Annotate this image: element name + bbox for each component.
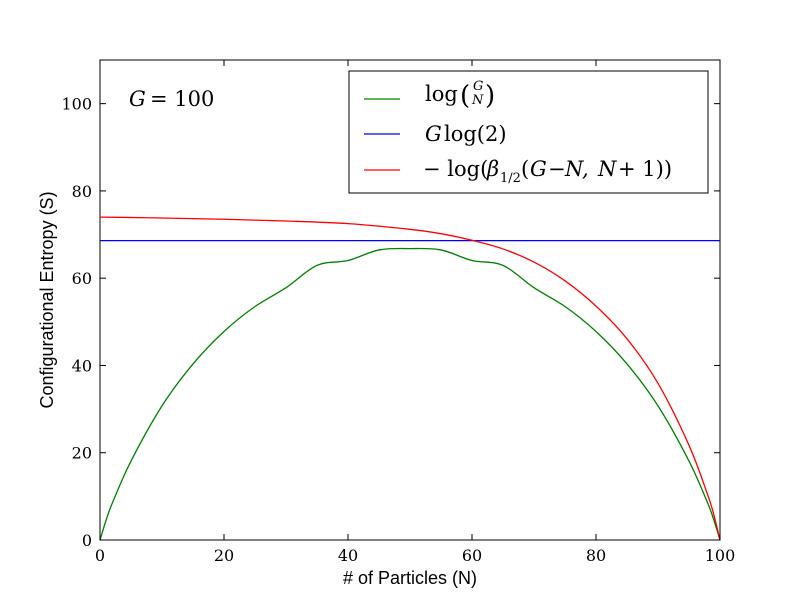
y-tick-label: 60 (72, 269, 92, 288)
y-tick-label: 80 (72, 182, 92, 201)
y-tick-label: 100 (61, 95, 92, 114)
svg-text:+ 1)): + 1)) (618, 157, 672, 181)
svg-text:N: N (597, 157, 617, 181)
y-axis-label: Configurational Entropy (S) (37, 191, 57, 408)
series-line-0 (99, 247, 721, 541)
svg-text:log(2): log(2) (444, 122, 507, 146)
svg-text:(: ( (521, 157, 529, 181)
svg-text:β: β (486, 157, 499, 181)
svg-text:G: G (473, 79, 483, 94)
svg-text:(: ( (460, 81, 470, 111)
svg-text:): ) (485, 81, 495, 111)
svg-text:G: G (425, 122, 442, 146)
y-tick-label: 40 (72, 356, 92, 375)
svg-text:1/2: 1/2 (500, 171, 521, 186)
svg-text:−: − (548, 157, 566, 181)
svg-text:N: N (471, 93, 484, 108)
svg-text:G: G (530, 157, 547, 181)
svg-text:log: log (425, 82, 458, 106)
svg-text:N,: N, (564, 157, 589, 181)
x-tick-label: 80 (586, 546, 606, 565)
annotation-g-100: G = 100 (129, 87, 214, 111)
legend-label-glog2: G log(2) (425, 122, 507, 146)
legend: log ( G N ) G log(2) − log( β 1/2 ( G − … (348, 70, 709, 194)
x-tick-label: 40 (338, 546, 358, 565)
legend-label-beta: − log( β 1/2 ( G − N, N + 1)) (423, 157, 672, 186)
x-tick-label: 100 (705, 546, 736, 565)
x-tick-label: 60 (462, 546, 482, 565)
legend-label-binomial: log ( G N ) (425, 79, 495, 111)
series-line-2 (99, 216, 721, 541)
svg-text:G: G (129, 87, 146, 111)
svg-text:− log(: − log( (423, 157, 488, 181)
y-tick-label: 0 (82, 531, 92, 550)
legend-box (348, 70, 709, 194)
x-axis-label: # of Particles (N) (343, 568, 477, 588)
x-tick-label: 0 (95, 546, 105, 565)
y-tick-label: 20 (72, 444, 92, 463)
x-tick-label: 20 (214, 546, 234, 565)
svg-text:= 100: = 100 (150, 87, 214, 111)
